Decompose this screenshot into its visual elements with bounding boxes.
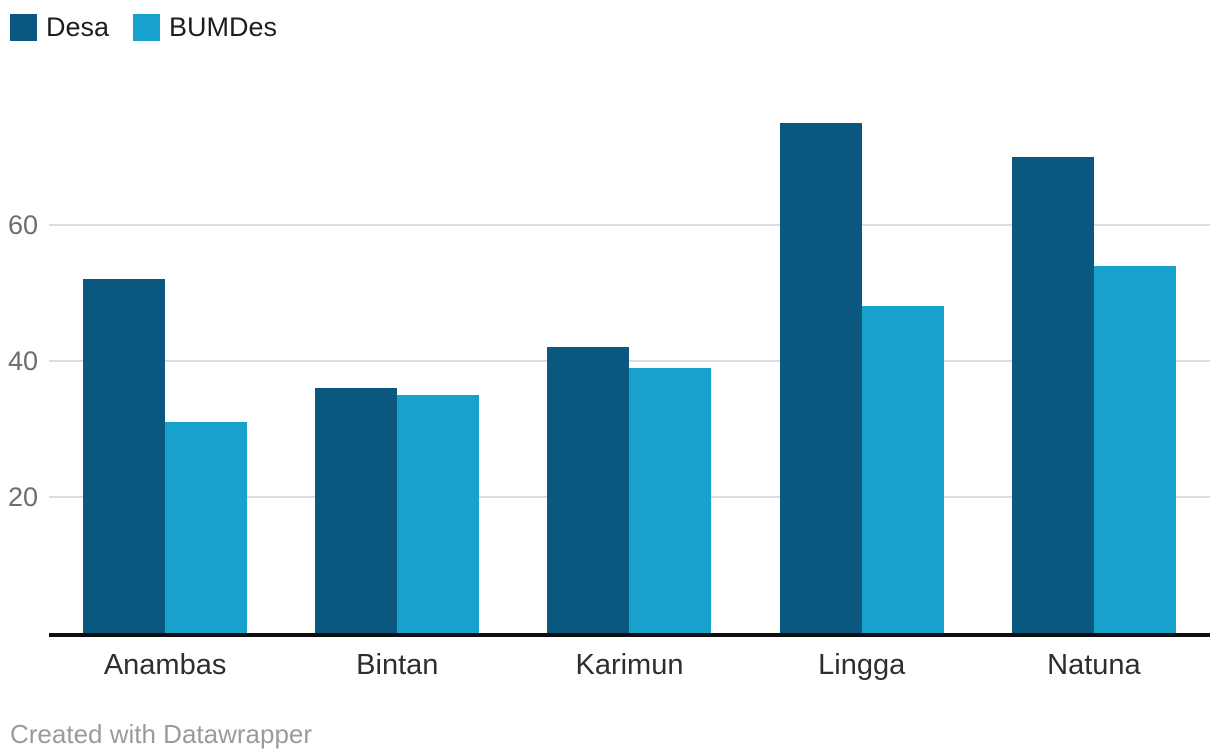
x-tick-label: Natuna [1047, 649, 1141, 681]
bar-group-bintan [281, 0, 513, 633]
legend-swatch [133, 14, 161, 41]
bar-bumdes-bintan [397, 394, 480, 633]
legend-item: Desa [10, 14, 109, 41]
bar-group-natuna [978, 0, 1210, 633]
x-axis-line [49, 633, 1210, 637]
bar-bumdes-natuna [1093, 265, 1176, 633]
legend-item: BUMDes [133, 14, 277, 41]
gridline [49, 223, 1210, 226]
bar-group-karimun [513, 0, 745, 633]
bar-desa-lingga [779, 122, 862, 633]
bar-desa-karimun [547, 347, 630, 633]
bar-desa-bintan [315, 388, 398, 633]
legend-swatch [10, 14, 37, 41]
bar-bumdes-karimun [629, 367, 712, 633]
y-tick-label: 60 [8, 209, 39, 240]
bar-desa-natuna [1011, 156, 1094, 633]
legend-label: Desa [46, 12, 110, 42]
x-tick-label: Lingga [818, 649, 906, 681]
legend-label: BUMDes [169, 12, 278, 42]
bar-bumdes-lingga [861, 306, 944, 633]
x-tick-label: Karimun [575, 649, 684, 681]
bar-group-anambas [49, 0, 281, 633]
x-tick-label: Anambas [103, 649, 227, 681]
gridline [49, 359, 1210, 362]
y-tick-label: 20 [8, 481, 39, 512]
bar-desa-anambas [83, 279, 166, 633]
legend: Desa BUMDes [10, 14, 277, 41]
x-tick-label: Bintan [356, 649, 439, 681]
bar-group-lingga [746, 0, 978, 633]
datawrapper-credit-link[interactable]: Created with Datawrapper [10, 719, 313, 749]
plot-area [49, 0, 1210, 633]
y-tick-label: 40 [8, 345, 39, 376]
bar-bumdes-anambas [165, 422, 248, 633]
